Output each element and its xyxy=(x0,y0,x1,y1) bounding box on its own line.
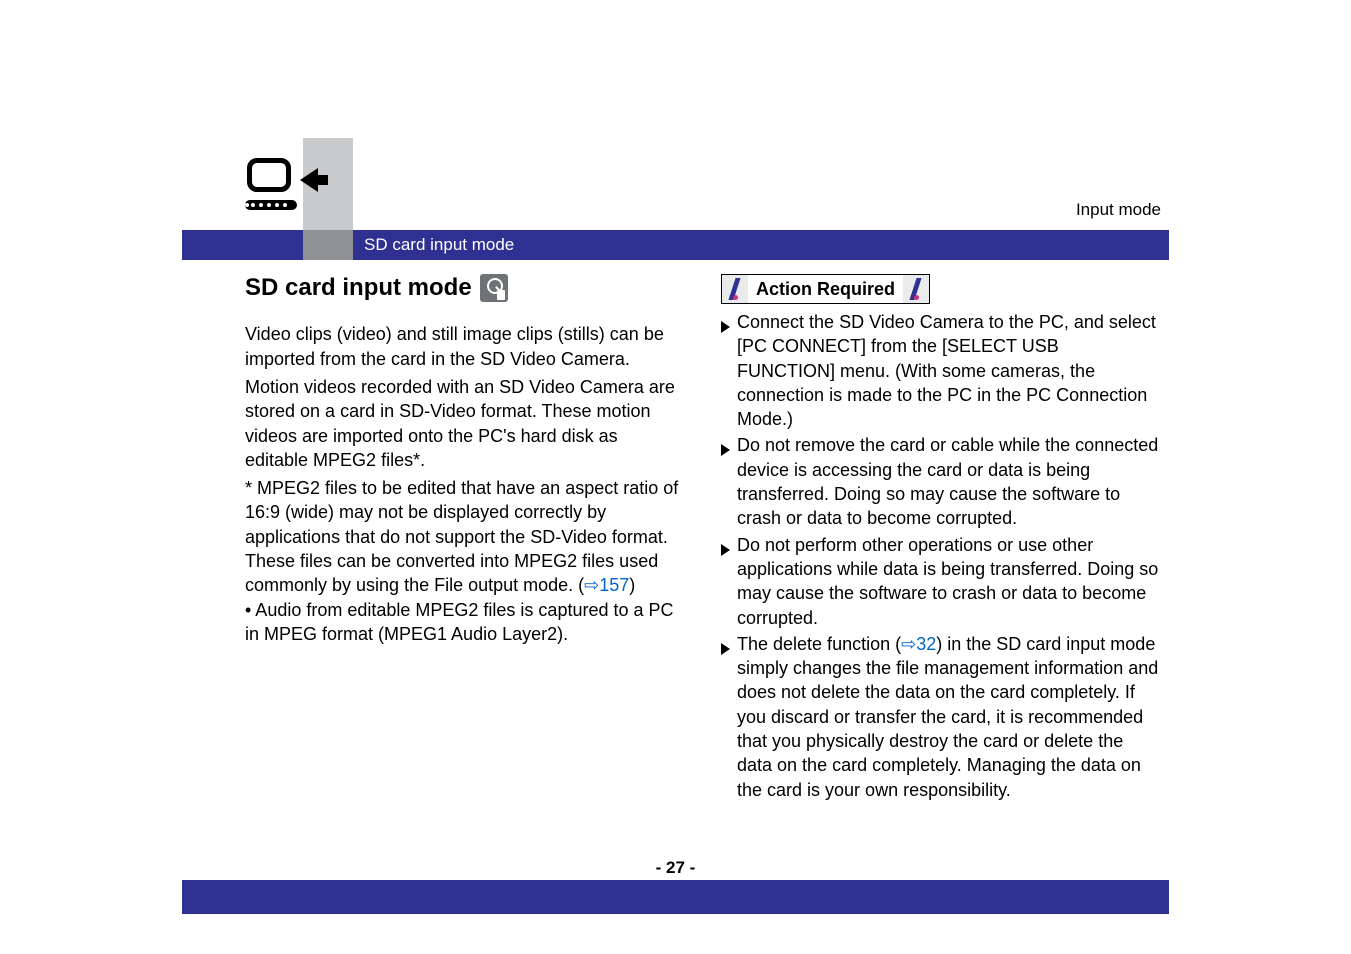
bullet-audio-text: • Audio from editable MPEG2 files is cap… xyxy=(245,598,685,647)
list-item: Connect the SD Video Camera to the PC, a… xyxy=(721,310,1161,431)
input-mode-logo xyxy=(245,150,325,230)
sd-search-icon xyxy=(480,274,508,302)
right-column: Action Required Connect the SD Video Cam… xyxy=(721,272,1161,804)
breadcrumb: Input mode xyxy=(1076,200,1161,220)
link-page-157[interactable]: ⇨157 xyxy=(584,575,629,595)
list-item: Do not perform other operations or use o… xyxy=(721,533,1161,630)
bullet-audio-note: • Audio from editable MPEG2 files is cap… xyxy=(245,598,685,647)
footnote-mpeg2: * MPEG2 files to be edited that have an … xyxy=(245,476,685,597)
left-column: SD card input mode Video clips (video) a… xyxy=(245,272,685,804)
footer-bar xyxy=(182,880,1169,914)
list-item: The delete function (⇨32) in the SD card… xyxy=(721,632,1161,802)
page-number: - 27 - xyxy=(0,858,1351,878)
link-page-32[interactable]: ⇨32 xyxy=(901,634,936,654)
section-title: SD card input mode xyxy=(245,272,508,304)
alert-flag-icon xyxy=(903,275,929,303)
item-text: Do not remove the card or cable while th… xyxy=(737,435,1158,528)
item-text: Connect the SD Video Camera to the PC, a… xyxy=(737,312,1156,429)
section-title-text: SD card input mode xyxy=(245,272,472,304)
action-required-header: Action Required xyxy=(721,274,930,304)
ribbon-grey-segment xyxy=(303,230,353,260)
list-item: Do not remove the card or cable while th… xyxy=(721,433,1161,530)
intro-paragraph-2: Motion videos recorded with an SD Video … xyxy=(245,375,685,472)
action-required-label: Action Required xyxy=(748,275,903,303)
item-text: Do not perform other operations or use o… xyxy=(737,535,1158,628)
triangle-bullet-icon xyxy=(721,533,737,630)
triangle-bullet-icon xyxy=(721,433,737,530)
alert-flag-icon xyxy=(722,275,748,303)
intro-paragraph-1: Video clips (video) and still image clip… xyxy=(245,322,685,371)
footnote-text-b: ) xyxy=(629,575,635,595)
item-text-b: ) in the SD card input mode simply chang… xyxy=(737,634,1158,800)
item-text-a: The delete function ( xyxy=(737,634,901,654)
action-list: Connect the SD Video Camera to the PC, a… xyxy=(721,310,1161,802)
triangle-bullet-icon xyxy=(721,632,737,802)
triangle-bullet-icon xyxy=(721,310,737,431)
ribbon-label: SD card input mode xyxy=(354,230,524,260)
